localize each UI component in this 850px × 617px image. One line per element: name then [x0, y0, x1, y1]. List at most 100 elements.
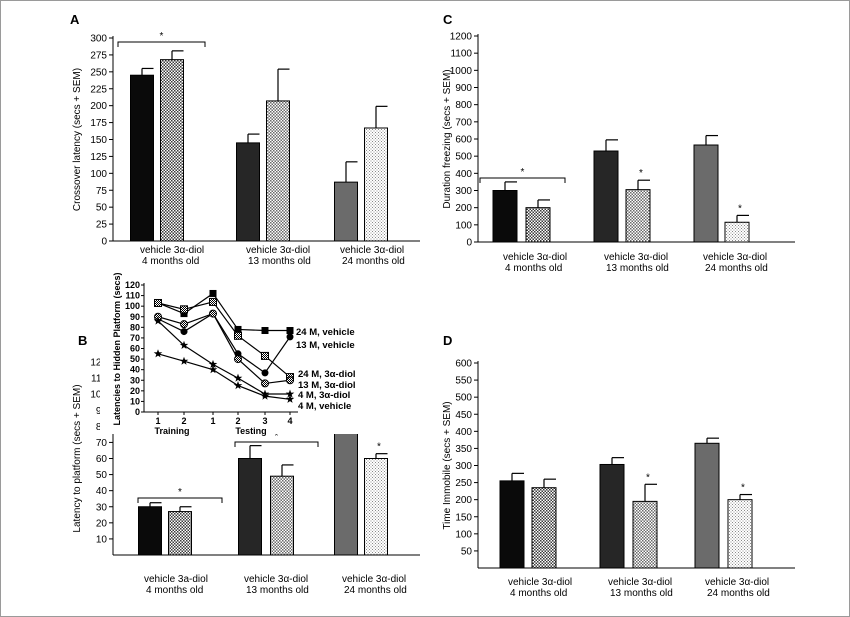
y-tick-label: 120 — [90, 358, 107, 369]
significance-star: * — [377, 442, 381, 453]
inset-x-tick-label: 4 — [287, 416, 292, 426]
inset-x-tick-label: 2 — [181, 416, 186, 426]
bar-3diol — [364, 127, 388, 242]
significance-bracket — [137, 497, 223, 503]
significance-star: * — [646, 472, 650, 483]
group-age-label: 24 months old — [342, 256, 405, 267]
y-tick-label: 200 — [455, 495, 472, 506]
inset-y-tick-label: 30 — [130, 375, 140, 385]
inset-x-tick-label: 1 — [210, 416, 215, 426]
marker-star — [153, 349, 163, 358]
marker-star — [208, 359, 218, 368]
marker-circle-hatched — [286, 376, 294, 385]
y-tick-label: 700 — [455, 117, 472, 128]
marker-circle-hatched — [261, 379, 269, 388]
inset-y-tick-label: 50 — [130, 354, 140, 364]
y-tick-label: 1100 — [450, 49, 472, 60]
inset-y-tick-label: 10 — [130, 396, 140, 406]
bar-3diol — [270, 475, 294, 556]
series-line — [157, 318, 185, 333]
marker-star — [179, 340, 189, 349]
group-treatment-label: vehicle 3α-diol — [246, 245, 310, 256]
y-tick-label: 75 — [96, 186, 108, 197]
bar-vehicle — [492, 190, 518, 243]
y-tick-label: 600 — [455, 359, 472, 370]
marker-star — [260, 391, 270, 400]
bar-3diol — [525, 207, 551, 243]
inset-y-axis-title: Latencies to Hidden Platform (secs) — [112, 272, 122, 425]
series-label: 13 M, 3α-diol — [298, 380, 356, 391]
y-axis-title: Crossover latency (secs + SEM) — [72, 68, 83, 211]
bar-3diol — [168, 511, 192, 556]
panel-d: D 50 100 150 200 250 300 350 400 450 500 550 600 Time… — [442, 333, 795, 599]
series-line — [157, 316, 185, 325]
inset-testing-label: Testing — [235, 426, 266, 436]
bar-3diol — [266, 100, 290, 242]
group-treatment-label: vehicle 3α-diol — [244, 574, 308, 585]
y-tick-label: 500 — [455, 152, 472, 163]
y-tick-label: 400 — [455, 427, 472, 438]
panel-letter: C — [443, 12, 453, 27]
series-label: 4 M, 3α-diol — [298, 390, 350, 401]
significance-star: * — [738, 203, 742, 214]
bar-vehicle — [694, 442, 720, 569]
significance-star: * — [741, 483, 745, 494]
y-tick-label: 400 — [455, 169, 472, 180]
bar-vehicle — [238, 458, 262, 556]
marker-star — [179, 356, 189, 365]
inset-x-tick-label: 1 — [155, 416, 160, 426]
bar-3diol — [727, 499, 753, 569]
y-tick-label: 20 — [96, 518, 108, 529]
series-line — [157, 302, 185, 315]
y-tick-label: 275 — [90, 50, 107, 61]
bar-3diol — [160, 59, 184, 242]
inset-y-tick-label: 110 — [125, 291, 140, 301]
marker-circle — [261, 369, 269, 377]
marker-circle — [180, 328, 188, 336]
marker-star — [208, 365, 218, 374]
y-tick-label: 25 — [96, 220, 108, 231]
inset-y-tick-label: 70 — [130, 333, 140, 343]
y-tick-label: 900 — [455, 83, 472, 94]
y-tick-label: 600 — [455, 135, 472, 146]
marker-square — [234, 325, 242, 333]
y-tick-label: 300 — [455, 186, 472, 197]
significance-bracket — [117, 41, 206, 47]
y-tick-label: 70 — [96, 438, 108, 449]
group-age-label: 4 months old — [510, 588, 567, 599]
group-treatment-label: vehicle 3α-diol — [604, 252, 668, 263]
inset-y-tick-label: 20 — [130, 386, 140, 396]
bar-vehicle — [236, 142, 260, 242]
y-tick-label: 10 — [96, 534, 108, 545]
y-tick-label: 250 — [455, 478, 472, 489]
y-tick-label: 500 — [455, 393, 472, 404]
series-label: 13 M, vehicle — [296, 340, 355, 351]
bar-vehicle — [499, 480, 525, 569]
marker-square — [180, 310, 188, 318]
marker-square-hatched — [209, 297, 217, 306]
y-tick-label: 100 — [455, 220, 472, 231]
marker-square-hatched — [154, 298, 162, 307]
significance-star: * — [521, 167, 525, 178]
marker-square-hatched — [180, 305, 188, 314]
group-treatment-label: vehicle 3α-diol — [703, 252, 767, 263]
y-tick-label: 0 — [101, 237, 107, 248]
bar-3diol — [632, 500, 658, 569]
y-tick-label: 350 — [455, 444, 472, 455]
inset-training-label: Training — [154, 426, 189, 436]
marker-star — [233, 373, 243, 382]
bar-vehicle — [693, 144, 719, 243]
group-age-label: 4 months old — [146, 585, 203, 596]
marker-circle-hatched — [234, 355, 242, 364]
y-axis-title: Time Immobile (secs + SEM) — [442, 401, 453, 529]
group-treatment-label: vehicle 3α-diol — [508, 577, 572, 588]
significance-star: * — [275, 431, 279, 442]
y-tick-label: 200 — [455, 203, 472, 214]
y-tick-label: 1000 — [450, 66, 473, 77]
marker-star — [233, 381, 243, 390]
significance-bracket — [234, 441, 319, 447]
bar-vehicle — [138, 506, 162, 556]
bar-3diol — [625, 189, 651, 243]
